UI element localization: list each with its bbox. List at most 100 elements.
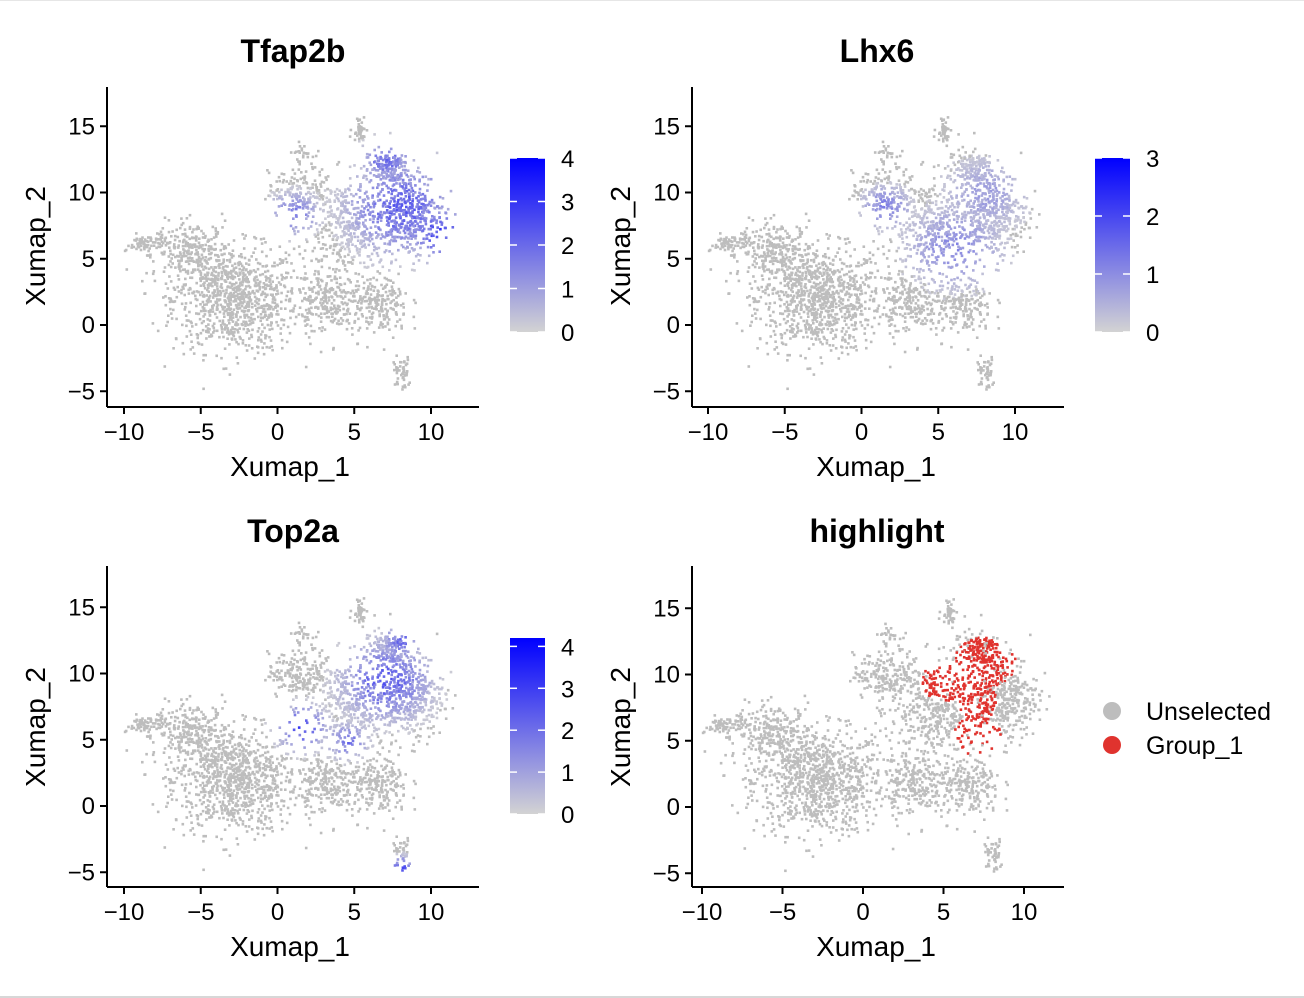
cell-point: [798, 232, 802, 236]
cell-point: [266, 269, 270, 273]
cell-point: [799, 316, 803, 319]
cell-point: [231, 249, 235, 252]
cell-point: [337, 286, 341, 289]
cell-point: [834, 333, 837, 337]
cell-point: [379, 190, 383, 194]
cell-point: [185, 324, 188, 328]
cell-point: [169, 252, 172, 256]
cell-point: [978, 258, 982, 262]
cell-point: [762, 239, 765, 243]
cell-point: [244, 234, 247, 237]
cell-point: [381, 294, 384, 297]
cell-point: [845, 346, 848, 350]
cell-point: [220, 253, 224, 257]
cell-point: [242, 247, 246, 250]
cell-point: [815, 326, 818, 329]
cell-point: [785, 256, 789, 259]
cell-point: [226, 277, 229, 280]
cell-point: [190, 276, 194, 280]
cell-point: [385, 216, 389, 219]
cell-point: [224, 246, 228, 250]
cell-point: [423, 216, 426, 220]
cell-point: [796, 274, 799, 277]
cell-point: [254, 281, 258, 285]
cell-point: [385, 209, 389, 212]
cell-point: [237, 289, 241, 292]
cell-point: [335, 322, 339, 325]
cell-point: [909, 255, 912, 258]
cell-point: [936, 194, 939, 198]
cell-point: [203, 259, 206, 262]
cell-point: [819, 323, 823, 326]
cell-point: [149, 236, 152, 239]
cell-point: [303, 278, 307, 281]
cell-point: [321, 302, 325, 305]
cell-point: [952, 231, 955, 235]
cell-point: [333, 275, 337, 278]
cell-point: [722, 239, 726, 243]
cell-point: [919, 187, 923, 191]
cell-point: [920, 251, 923, 254]
cell-point: [1008, 199, 1011, 202]
cell-point: [206, 328, 210, 331]
cell-point: [380, 162, 384, 166]
cell-point: [903, 247, 907, 250]
cell-point: [390, 285, 394, 288]
cell-point: [398, 202, 401, 206]
cell-point: [410, 268, 414, 272]
cell-point: [240, 304, 244, 308]
cell-point: [815, 295, 818, 298]
cell-point: [967, 163, 970, 167]
cell-point: [353, 227, 357, 230]
cell-point: [893, 225, 897, 228]
cell-point: [305, 152, 309, 156]
cell-point: [388, 328, 391, 331]
cell-point: [796, 326, 800, 330]
cell-point: [1003, 220, 1006, 224]
cell-point: [380, 173, 383, 177]
cell-point: [215, 354, 218, 358]
cell-point: [402, 213, 405, 216]
cell-point: [377, 227, 381, 231]
cell-point: [428, 239, 431, 242]
cell-point: [780, 251, 783, 254]
cell-point: [390, 261, 393, 265]
cell-point: [927, 268, 931, 271]
cell-point: [293, 232, 297, 236]
cell-point: [303, 145, 306, 148]
cell-point: [951, 255, 955, 258]
cell-point: [415, 216, 419, 219]
cell-point: [230, 283, 234, 287]
cell-point: [278, 196, 281, 200]
cell-point: [280, 273, 283, 277]
cell-point: [330, 212, 333, 216]
cell-point: [144, 239, 148, 243]
cell-point: [804, 328, 808, 331]
cell-point: [320, 265, 324, 269]
cell-point: [333, 243, 336, 246]
cell-point: [401, 181, 405, 184]
cell-point: [388, 243, 392, 246]
cell-point: [329, 319, 333, 323]
cell-point: [417, 195, 420, 198]
cell-point: [334, 290, 338, 294]
cell-point: [407, 182, 411, 186]
cell-point: [214, 232, 218, 236]
cell-point: [361, 198, 365, 202]
cell-point: [265, 276, 268, 280]
cell-point: [381, 158, 385, 162]
cell-point: [336, 193, 340, 196]
cell-point: [284, 251, 288, 254]
cell-point: [449, 189, 453, 193]
cell-point: [733, 256, 736, 259]
cell-point: [180, 259, 183, 262]
cell-point: [961, 227, 965, 231]
cell-point: [788, 234, 791, 238]
cell-point: [222, 335, 225, 339]
cell-point: [337, 216, 341, 220]
cell-point: [348, 278, 351, 282]
cell-point: [982, 223, 985, 227]
cell-point: [149, 256, 152, 259]
cell-point: [750, 287, 754, 290]
cell-point: [396, 159, 400, 163]
